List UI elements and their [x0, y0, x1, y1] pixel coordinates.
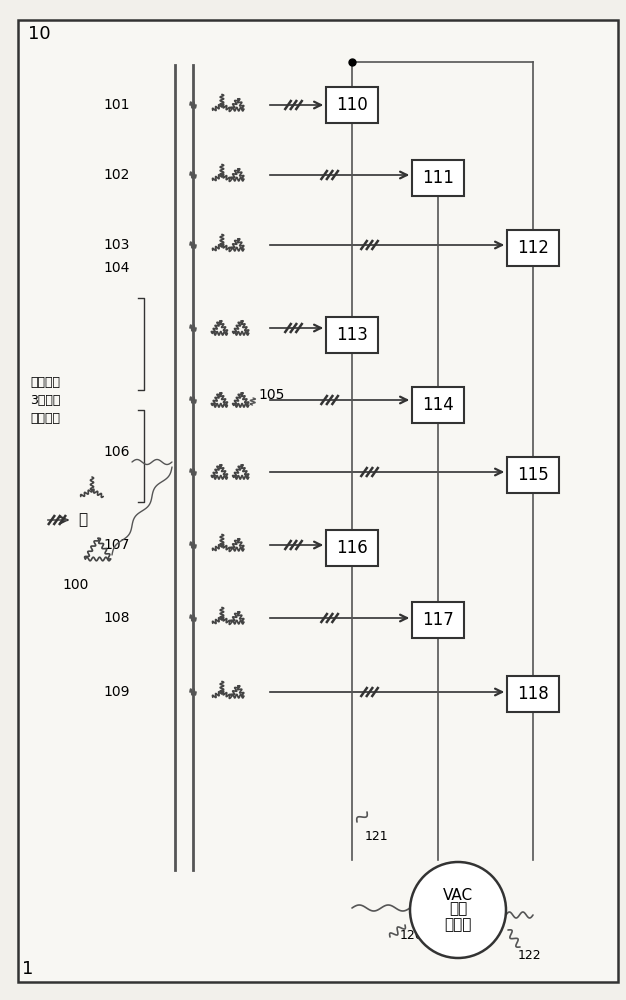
Text: 或: 或 — [78, 512, 87, 528]
Text: 115: 115 — [517, 466, 549, 484]
Text: 105: 105 — [258, 388, 284, 402]
Text: 111: 111 — [422, 169, 454, 187]
Bar — [412, 160, 464, 196]
Text: 10: 10 — [28, 25, 51, 43]
Circle shape — [410, 862, 506, 958]
Text: 116: 116 — [336, 539, 368, 557]
Text: 1: 1 — [22, 960, 33, 978]
Text: 121: 121 — [365, 830, 389, 843]
Bar — [507, 230, 559, 266]
Text: 114: 114 — [422, 396, 454, 414]
Text: 108: 108 — [103, 611, 130, 625]
Text: 117: 117 — [422, 611, 454, 629]
Text: VAC: VAC — [443, 888, 473, 902]
Text: 电动机: 电动机 — [444, 918, 471, 932]
Text: 104: 104 — [104, 261, 130, 275]
Bar — [326, 317, 378, 353]
Text: 任意电压: 任意电压 — [30, 412, 60, 424]
Text: 101: 101 — [103, 98, 130, 112]
Text: 3相交流: 3相交流 — [30, 393, 60, 406]
Text: 输入电源: 输入电源 — [30, 375, 60, 388]
Text: 102: 102 — [104, 168, 130, 182]
Bar — [507, 457, 559, 493]
Text: 感应: 感应 — [449, 902, 467, 916]
Text: 118: 118 — [517, 685, 549, 703]
Text: 122: 122 — [518, 949, 541, 962]
Text: 100: 100 — [62, 578, 88, 592]
Text: 110: 110 — [336, 96, 368, 114]
Bar — [326, 530, 378, 566]
Bar — [507, 676, 559, 712]
Bar — [326, 87, 378, 123]
Text: 120: 120 — [400, 929, 424, 942]
Bar — [412, 602, 464, 638]
Text: 107: 107 — [104, 538, 130, 552]
Bar — [412, 387, 464, 423]
Text: 113: 113 — [336, 326, 368, 344]
Text: 109: 109 — [103, 685, 130, 699]
Text: 112: 112 — [517, 239, 549, 257]
Text: 106: 106 — [103, 445, 130, 459]
Text: 103: 103 — [104, 238, 130, 252]
